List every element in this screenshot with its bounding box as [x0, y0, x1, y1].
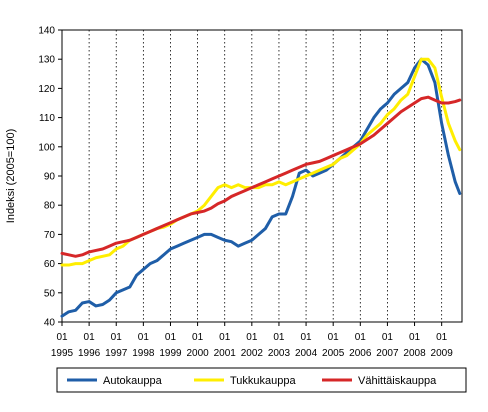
legend-box — [56, 367, 467, 393]
x-tick-label-year-1996: 1996 — [78, 348, 101, 359]
x-tick-label-month-2007: 01 — [382, 332, 394, 343]
x-tick-label-year-1997: 1997 — [105, 348, 128, 359]
x-tick-label-year-1999: 1999 — [159, 348, 182, 359]
x-tick-label-month-2004: 01 — [301, 332, 313, 343]
x-tick-label-month-2001: 01 — [219, 332, 231, 343]
y-tick-label-90: 90 — [44, 172, 56, 183]
x-tick-label-year-2003: 2003 — [268, 348, 291, 359]
series-layer — [60, 57, 462, 318]
x-tick-label-month-2009: 01 — [436, 332, 448, 343]
y-tick-label-70: 70 — [44, 230, 56, 241]
y-tick-label-100: 100 — [38, 142, 55, 153]
grid-lines — [88, 30, 443, 322]
y-tick-label-40: 40 — [44, 318, 56, 329]
y-axis-title: Indeksi (2005=100) — [5, 129, 17, 223]
legend-label-v-hitt-iskauppa: Vähittäiskauppa — [358, 375, 437, 387]
y-tick-label-110: 110 — [39, 113, 55, 124]
x-tick-label-year-2006: 2006 — [349, 348, 372, 359]
x-tick-label-month-2003: 01 — [273, 332, 285, 343]
x-tick-label-month-2000: 01 — [192, 332, 204, 343]
y-tick-label-80: 80 — [44, 201, 56, 212]
x-tick-label-month-1995: 01 — [56, 332, 68, 343]
y-tick-label-50: 50 — [44, 288, 56, 299]
y-tick-label-120: 120 — [38, 84, 55, 95]
y-tick-label-130: 130 — [38, 55, 55, 66]
legend: Autokauppa Tukkukauppa Vähittäiskauppa — [56, 367, 467, 393]
x-tick-label-month-2005: 01 — [328, 332, 340, 343]
x-tick-label-year-2007: 2007 — [376, 348, 399, 359]
x-tick-label-year-2001: 2001 — [214, 348, 237, 359]
x-tick-label-year-2005: 2005 — [322, 348, 345, 359]
x-tick-label-year-2004: 2004 — [295, 348, 318, 359]
series-line-v-hitt-iskauppa — [60, 95, 462, 258]
x-tick-label-year-2000: 2000 — [186, 348, 209, 359]
y-axis: 40 50 60 70 80 90 100 110 120 130 140 — [38, 26, 62, 329]
y-tick-label-60: 60 — [44, 259, 56, 270]
x-tick-label-month-1999: 01 — [165, 332, 177, 343]
x-tick-label-month-1996: 01 — [84, 332, 96, 343]
x-tick-label-year-1995: 1995 — [51, 348, 74, 359]
y-tick-label-140: 140 — [38, 26, 55, 37]
x-tick-label-month-1997: 01 — [111, 332, 123, 343]
x-tick-label-year-2009: 2009 — [431, 348, 454, 359]
x-tick-label-month-2008: 01 — [409, 332, 421, 343]
x-tick-label-year-2002: 2002 — [241, 348, 264, 359]
legend-label-autokauppa: Autokauppa — [103, 375, 163, 387]
x-tick-label-month-2006: 01 — [355, 332, 367, 343]
x-tick-label-month-2002: 01 — [246, 332, 258, 343]
x-tick-label-month-1998: 01 — [138, 332, 150, 343]
x-axis: 01 1995 01 1996 01 1997 01 1998 01 1999 01 2000 01 20… — [51, 322, 453, 359]
series-line-autokauppa — [60, 57, 462, 318]
x-tick-label-year-1998: 1998 — [132, 348, 155, 359]
legend-label-tukkukauppa: Tukkukauppa — [230, 375, 297, 387]
x-tick-label-year-2008: 2008 — [403, 348, 426, 359]
